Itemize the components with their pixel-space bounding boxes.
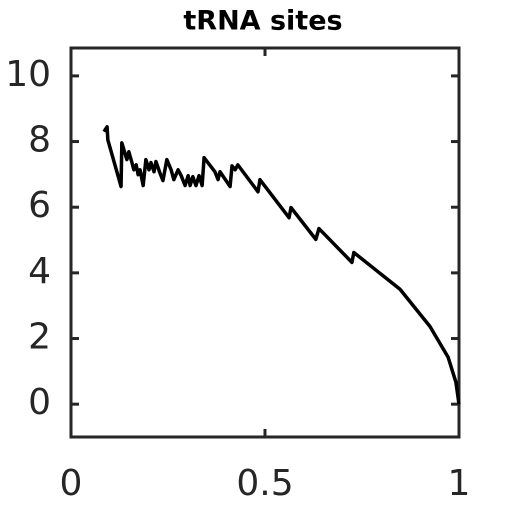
x-tick-label: 0.5 bbox=[236, 463, 293, 504]
chart-title: tRNA sites bbox=[183, 6, 342, 37]
y-tick-label: 4 bbox=[28, 251, 51, 292]
data-line bbox=[102, 125, 461, 405]
y-tick-label: 0 bbox=[28, 382, 51, 423]
y-tick-label: 10 bbox=[5, 54, 51, 95]
y-tick-label: 8 bbox=[28, 120, 51, 161]
y-tick-label: 6 bbox=[28, 185, 51, 226]
plot-frame bbox=[69, 46, 461, 439]
x-tick-label: 0 bbox=[60, 463, 83, 504]
y-tick-label: 2 bbox=[28, 317, 51, 358]
x-tick-label: 1 bbox=[448, 463, 471, 504]
